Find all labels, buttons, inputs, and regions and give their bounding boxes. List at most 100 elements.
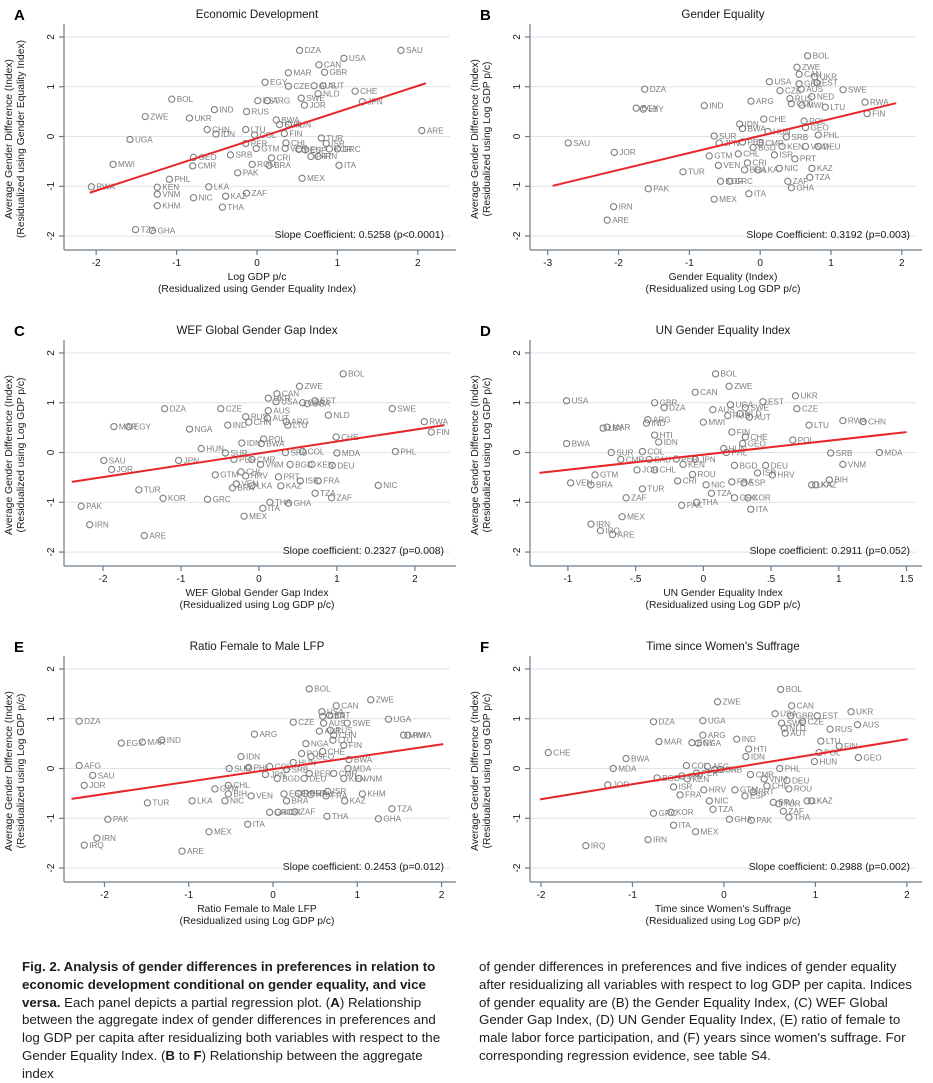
country-code-label: GTM xyxy=(714,152,732,161)
x-axis-label-sub: (Residualized using Gender Equality Inde… xyxy=(158,284,356,295)
country-code-label: MAR xyxy=(293,69,311,78)
country-code-label: IDN xyxy=(247,439,261,448)
country-code-label: NIC xyxy=(383,481,397,490)
data-point-marker xyxy=(801,142,810,151)
country-code-label: SRB xyxy=(290,448,307,457)
data-point-marker xyxy=(319,719,328,727)
country-code-label: MEX xyxy=(307,174,325,183)
country-code-label: UKR xyxy=(800,392,817,401)
scatter-plot-c: C WEF Global Gender Gap Index -2 -1 0 1 2 -2 -1 0… xyxy=(4,323,456,611)
country-code-label: LTU xyxy=(814,421,829,430)
data-point-marker xyxy=(669,783,678,791)
data-point-marker xyxy=(562,397,571,405)
country-code-label: NIC xyxy=(230,797,244,806)
data-point-marker xyxy=(728,428,736,436)
country-code-label: KHM xyxy=(367,790,385,799)
data-point-marker xyxy=(803,797,811,805)
data-point-marker xyxy=(650,466,659,474)
country-code-label: DZA xyxy=(84,717,101,726)
data-point-marker xyxy=(327,494,336,502)
data-point-marker xyxy=(603,423,611,431)
country-code-label: MWI xyxy=(807,101,824,110)
country-code-label: ITA xyxy=(756,505,769,514)
data-point-marker xyxy=(853,721,862,729)
y-tick-label: 1 xyxy=(46,400,57,406)
data-point-marker xyxy=(710,132,718,140)
data-point-marker xyxy=(599,424,607,432)
data-point-marker xyxy=(250,730,259,738)
country-code-label: CAN xyxy=(324,61,341,70)
country-code-label: FRA xyxy=(685,791,702,800)
data-point-marker xyxy=(328,461,336,470)
country-code-label: SVN xyxy=(285,120,302,129)
x-axis-label: Time since Women's Suffrage xyxy=(655,904,792,915)
data-point-marker xyxy=(131,225,140,234)
country-code-label: BOL xyxy=(813,52,830,61)
data-point-marker xyxy=(650,431,659,439)
country-code-label: LTU xyxy=(830,103,845,112)
data-point-marker xyxy=(217,405,225,413)
data-point-marker xyxy=(335,161,343,170)
country-code-label: IND xyxy=(709,101,723,110)
country-code-label: ZWE xyxy=(376,696,395,705)
x-tick-label: 1 xyxy=(355,890,361,901)
country-code-label: ARG xyxy=(653,415,671,424)
y-tick-label: 0 xyxy=(512,449,523,455)
x-tick-label: 2 xyxy=(415,258,421,269)
country-code-label: BIH xyxy=(233,790,247,799)
country-code-label: ZWE xyxy=(150,112,169,121)
country-code-label: MDA xyxy=(342,449,361,458)
data-point-marker xyxy=(738,439,747,448)
country-code-label: SAU xyxy=(98,771,115,780)
data-point-marker xyxy=(237,752,245,761)
data-point-marker xyxy=(747,505,755,513)
country-code-label: KAZ xyxy=(817,164,833,173)
country-code-label: FIN xyxy=(349,741,362,750)
data-point-marker xyxy=(319,712,327,720)
country-code-label: BWA xyxy=(281,116,300,125)
data-point-marker xyxy=(740,166,749,174)
country-code-label: RUS xyxy=(252,107,270,116)
country-code-label: HUN xyxy=(298,758,316,767)
country-code-label: CHL xyxy=(743,150,760,159)
country-code-label: ESP xyxy=(310,146,327,155)
data-point-marker xyxy=(367,696,375,704)
slope-coefficient-label: Slope coefficient: 0.2327 (p=0.008) xyxy=(283,546,444,557)
y-tick-label: -2 xyxy=(512,231,523,240)
data-point-marker xyxy=(725,382,733,390)
country-code-label: TZA xyxy=(718,805,734,814)
country-code-label: POL xyxy=(269,435,286,444)
country-code-label: TZA xyxy=(141,225,157,234)
data-point-marker xyxy=(257,439,265,448)
country-code-label: KOR xyxy=(726,177,744,186)
slope-coefficient-label: Slope Coefficient: 0.3192 (p=0.003) xyxy=(746,230,910,241)
data-point-marker xyxy=(345,755,353,764)
country-code-label: DZA xyxy=(669,404,686,413)
data-point-marker xyxy=(649,809,658,817)
country-code-label: PHL xyxy=(254,763,270,772)
country-code-label: IDN xyxy=(751,752,765,761)
data-point-marker xyxy=(358,790,366,798)
country-code-label: KEN xyxy=(349,774,366,783)
data-point-marker xyxy=(743,159,752,167)
country-code-label: GBR xyxy=(660,399,678,408)
country-code-label: SWE xyxy=(787,719,806,728)
y-axis-label: Average Gender Difference (Index) xyxy=(470,375,481,535)
data-point-marker xyxy=(784,177,792,185)
data-point-marker xyxy=(391,447,400,456)
y-axis-label-sub: (Residualized using Log GDP p/c) xyxy=(16,694,27,849)
country-code-label: EGY xyxy=(126,739,144,748)
country-code-label: VNM xyxy=(769,775,787,784)
x-tick-label: 1 xyxy=(836,574,842,585)
country-code-label: GHA xyxy=(383,815,401,824)
country-code-label: NLD xyxy=(323,90,339,99)
country-code-label: VNM xyxy=(848,460,866,469)
data-point-marker xyxy=(232,480,240,488)
data-point-marker xyxy=(86,521,94,529)
country-code-label: ESP xyxy=(289,790,306,799)
data-point-marker xyxy=(205,183,213,191)
country-code-label: ZAF xyxy=(793,177,808,186)
data-point-marker xyxy=(747,97,755,105)
country-code-label: NGA xyxy=(703,739,721,748)
country-code-label: POL xyxy=(307,749,324,758)
